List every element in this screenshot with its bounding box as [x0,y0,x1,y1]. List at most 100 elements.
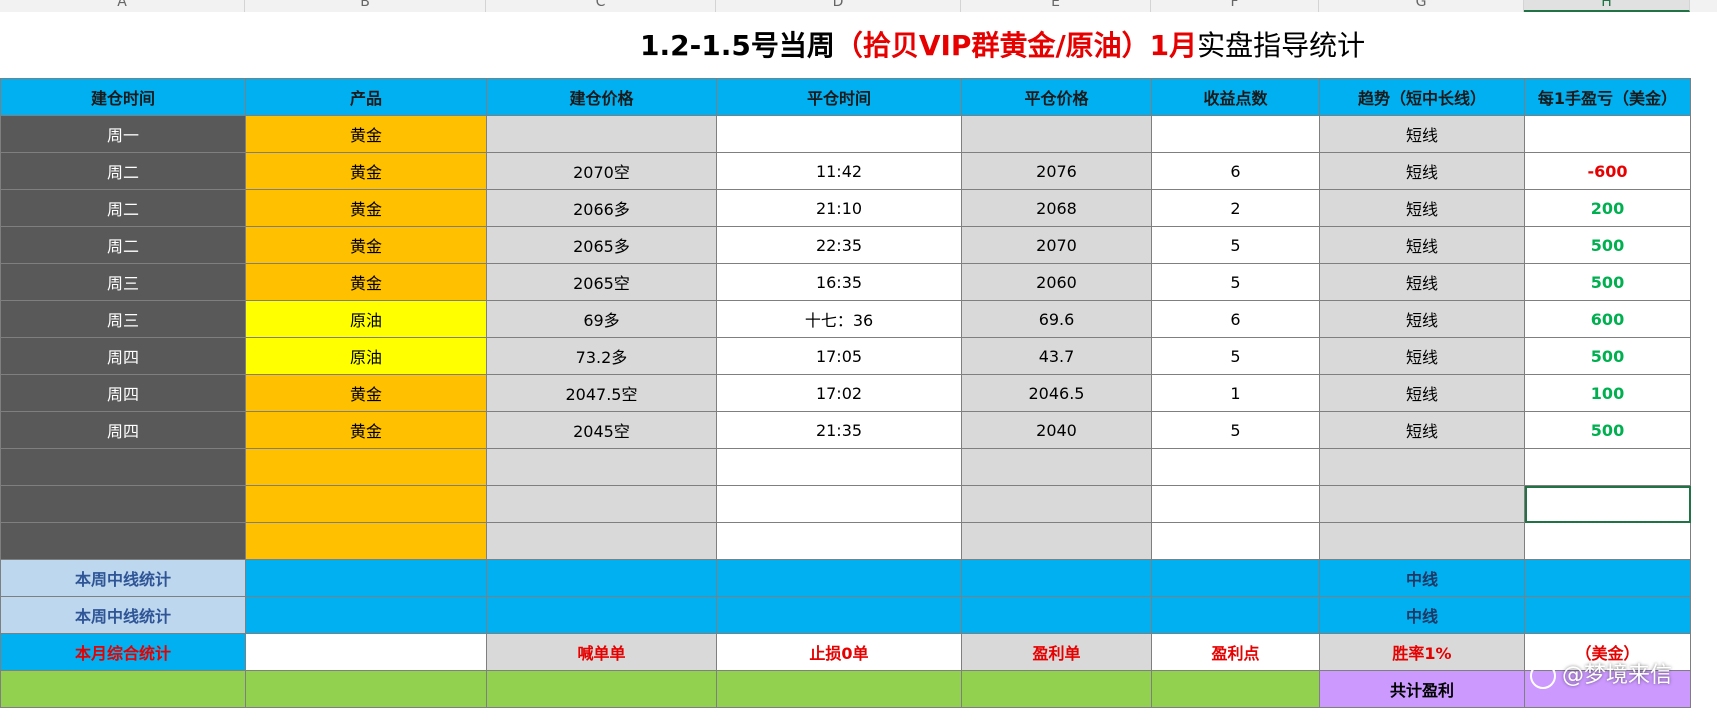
header-trend[interactable]: 趋势（短中长线） [1319,78,1525,116]
stoploss-count[interactable]: 止损0单 [716,633,962,671]
cell-open-time[interactable]: 周二 [0,152,246,190]
empty-cell[interactable] [961,485,1152,523]
empty-cell[interactable] [716,522,962,560]
empty-cell[interactable] [1151,448,1320,486]
column-header-g[interactable]: G [1319,0,1524,12]
cell-open-price[interactable]: 2065空 [486,263,717,301]
header-open-price[interactable]: 建仓价格 [486,78,717,116]
cell-points[interactable]: 5 [1151,226,1320,264]
cell-points[interactable]: 6 [1151,152,1320,190]
cell-pnl[interactable]: 500 [1524,263,1691,301]
empty-cell[interactable] [0,485,246,523]
cell-close-price[interactable]: 43.7 [961,337,1152,375]
empty-cell[interactable] [716,448,962,486]
summary-cell[interactable] [961,559,1152,597]
empty-cell[interactable] [961,522,1152,560]
cell-close-time[interactable]: 16:35 [716,263,962,301]
summary-cell[interactable] [486,596,717,634]
header-close-price[interactable]: 平仓价格 [961,78,1152,116]
cell-open-price[interactable]: 2066多 [486,189,717,227]
cell-open-price[interactable] [486,115,717,153]
cell-trend[interactable]: 短线 [1319,374,1525,412]
empty-cell[interactable] [1151,485,1320,523]
cell-product[interactable]: 黄金 [245,411,487,449]
header-close-time[interactable]: 平仓时间 [716,78,962,116]
empty-cell[interactable] [1524,448,1691,486]
cell-close-price[interactable]: 2076 [961,152,1152,190]
summary-cell[interactable] [961,596,1152,634]
profit-orders[interactable]: 盈利单 [961,633,1152,671]
win-rate[interactable]: 胜率1% [1319,633,1525,671]
column-header-b[interactable]: B [245,0,486,12]
cell-close-price[interactable]: 2070 [961,226,1152,264]
cell-open-price[interactable]: 2047.5空 [486,374,717,412]
cell-open-price[interactable]: 2045空 [486,411,717,449]
cell-trend[interactable]: 短线 [1319,411,1525,449]
empty-cell[interactable] [0,522,246,560]
cell-close-time[interactable] [716,115,962,153]
cell-close-time[interactable]: 17:05 [716,337,962,375]
cell-trend[interactable]: 短线 [1319,300,1525,338]
total-row-cell[interactable] [0,670,246,708]
total-row-cell[interactable] [961,670,1152,708]
cell-product[interactable]: 原油 [245,300,487,338]
cell-pnl[interactable]: 500 [1524,411,1691,449]
cell-product[interactable]: 黄金 [245,189,487,227]
summary-cell[interactable] [1524,559,1691,597]
cell-close-price[interactable]: 2046.5 [961,374,1152,412]
profit-points[interactable]: 盈利点 [1151,633,1320,671]
cell-trend[interactable]: 短线 [1319,263,1525,301]
cell-pnl[interactable]: 200 [1524,189,1691,227]
empty-cell[interactable] [1524,522,1691,560]
cell-points[interactable]: 5 [1151,263,1320,301]
summary-cell[interactable] [1524,596,1691,634]
total-row-cell[interactable] [1151,670,1320,708]
empty-cell[interactable] [486,485,717,523]
summary-cell[interactable] [245,633,487,671]
cell-points[interactable]: 1 [1151,374,1320,412]
cell-product[interactable]: 黄金 [245,374,487,412]
total-row-cell[interactable] [486,670,717,708]
cell-pnl[interactable]: 100 [1524,374,1691,412]
empty-cell[interactable] [1319,448,1525,486]
empty-cell[interactable] [1524,485,1691,523]
summary-cell[interactable] [716,559,962,597]
empty-cell[interactable] [961,448,1152,486]
empty-cell[interactable] [1151,522,1320,560]
cell-product[interactable]: 黄金 [245,115,487,153]
total-row-cell[interactable] [245,670,487,708]
cell-trend[interactable]: 短线 [1319,226,1525,264]
cell-product[interactable]: 原油 [245,337,487,375]
cell-close-time[interactable]: 21:35 [716,411,962,449]
title-row[interactable]: 1.2-1.5号当周（拾贝VIP群黄金/原油）1月实盘指导统计 [0,12,1717,78]
cell-trend[interactable]: 短线 [1319,189,1525,227]
total-row-cell[interactable] [716,670,962,708]
cell-product[interactable]: 黄金 [245,263,487,301]
cell-pnl[interactable]: 500 [1524,226,1691,264]
header-points[interactable]: 收益点数 [1151,78,1320,116]
usd-unit[interactable]: （美金） [1524,633,1691,671]
cell-open-price[interactable]: 73.2多 [486,337,717,375]
cell-points[interactable] [1151,115,1320,153]
header-product[interactable]: 产品 [245,78,487,116]
cell-close-time[interactable]: 17:02 [716,374,962,412]
cell-close-price[interactable]: 2040 [961,411,1152,449]
summary-cell[interactable] [486,559,717,597]
mid-term-value[interactable]: 中线 [1319,559,1525,597]
empty-cell[interactable] [0,448,246,486]
cell-open-time[interactable]: 周二 [0,189,246,227]
cell-open-price[interactable]: 2070空 [486,152,717,190]
summary-cell[interactable] [716,596,962,634]
summary-cell[interactable] [245,559,487,597]
cell-product[interactable]: 黄金 [245,226,487,264]
cell-open-price[interactable]: 2065多 [486,226,717,264]
summary-cell[interactable] [1151,559,1320,597]
cell-open-time[interactable]: 周三 [0,300,246,338]
column-header-e[interactable]: E [961,0,1151,12]
shout-count[interactable]: 喊单单 [486,633,717,671]
cell-points[interactable]: 6 [1151,300,1320,338]
empty-cell[interactable] [486,448,717,486]
empty-cell[interactable] [1319,485,1525,523]
cell-trend[interactable]: 短线 [1319,152,1525,190]
cell-close-price[interactable] [961,115,1152,153]
